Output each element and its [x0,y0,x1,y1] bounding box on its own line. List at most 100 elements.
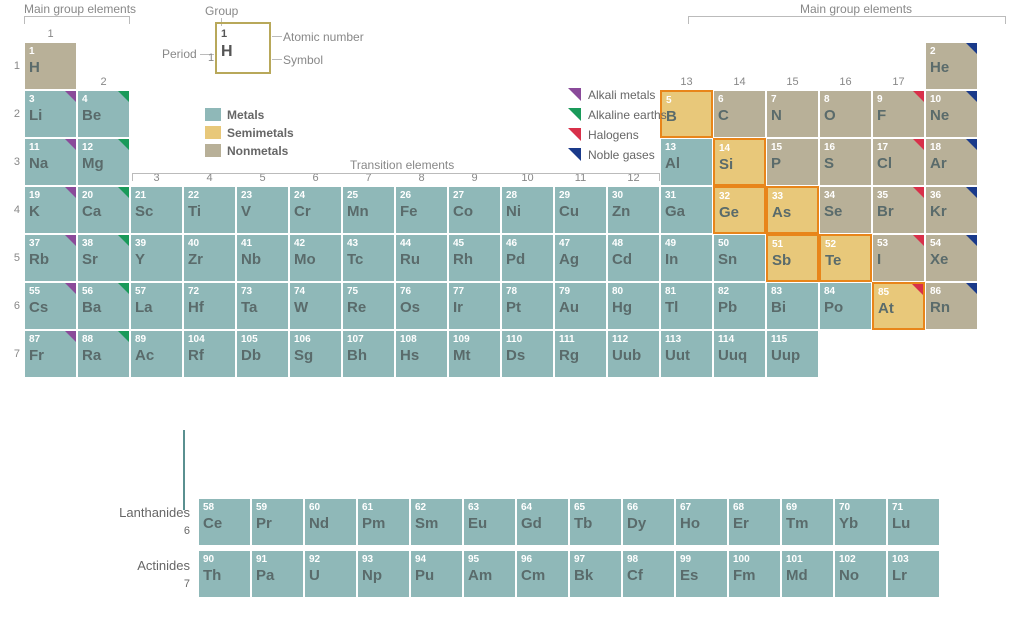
atomic-number: 96 [521,554,564,565]
element-cell: 103Lr [887,550,940,598]
element-cell: 75 Re [342,282,395,330]
element-cell: 55Cs [24,282,77,330]
atomic-number: 6 [718,94,761,105]
alkearth-marker-icon [118,331,129,342]
atomic-number: 13 [665,142,708,153]
element-cell: 35Br [872,186,925,234]
element-cell: 51Sb [766,234,819,282]
element-symbol: Rh [453,251,496,268]
element-symbol: Lu [892,515,935,532]
atomic-number: 105 [241,334,284,345]
element-symbol: Tb [574,515,617,532]
element-cell: 32Ge [713,186,766,234]
atomic-number: 64 [521,502,564,513]
element-symbol: Pu [415,567,458,584]
atomic-number: 101 [786,554,829,565]
halogen-marker-icon [913,235,924,246]
legend-metals-label: Metals [227,108,264,122]
group-number: 2 [77,76,130,88]
element-symbol: Hs [400,347,443,364]
halogen-marker-icon [913,139,924,150]
noble-marker-icon [966,91,977,102]
atomic-number: 70 [839,502,882,513]
main-group-left-label: Main group elements [24,2,136,16]
element-symbol: La [135,299,178,316]
atomic-number: 63 [468,502,511,513]
period-number: 2 [8,108,20,120]
atomic-number: 113 [665,334,708,345]
atomic-number: 32 [719,191,760,202]
element-symbol: Gd [521,515,564,532]
atomic-number: 90 [203,554,246,565]
atomic-number: 109 [453,334,496,345]
element-symbol: Tm [786,515,829,532]
atomic-number: 69 [786,502,829,513]
element-cell: 101Md [781,550,834,598]
noble-marker-icon [966,187,977,198]
atomic-number: 23 [241,190,284,201]
element-symbol: Lr [892,567,935,584]
period-number: 4 [8,204,20,216]
element-symbol: Ga [665,203,708,220]
atomic-number: 60 [309,502,352,513]
atomic-number: 75 [347,286,390,297]
transition-label: Transition elements [350,158,454,172]
atomic-number: 49 [665,238,708,249]
atomic-number: 46 [506,238,549,249]
element-cell: 104Rf [183,330,236,378]
element-cell: 27Co [448,186,501,234]
atomic-number: 5 [666,95,707,106]
transition-bracket [132,173,660,181]
atomic-number: 51 [772,239,813,250]
atomic-number: 100 [733,554,776,565]
legend-non-label: Nonmetals [227,144,288,158]
element-symbol: Na [29,155,72,172]
atomic-number: 65 [574,502,617,513]
element-cell: 5B [660,90,713,138]
element-cell: 11Na [24,138,77,186]
element-symbol: F [877,107,920,124]
element-symbol: Pm [362,515,405,532]
element-symbol: Al [665,155,708,172]
atomic-number: 33 [772,191,813,202]
atomic-number: 8 [824,94,867,105]
element-symbol: Rb [29,251,72,268]
atomic-number: 81 [665,286,708,297]
element-cell: 83Bi [766,282,819,330]
atomic-number: 108 [400,334,443,345]
symbol-label: Symbol [283,53,323,67]
element-cell: 40Zr [183,234,236,282]
element-symbol: Cl [877,155,920,172]
atomic-number: 24 [294,190,337,201]
group-number: 17 [872,76,925,88]
element-cell: 30Zn [607,186,660,234]
key-atomic-num: 1 [221,28,265,40]
group-number: 13 [660,76,713,88]
atomic-number: 50 [718,238,761,249]
halogen-marker-icon [913,187,924,198]
element-cell: 88Ra [77,330,130,378]
element-symbol: Ta [241,299,284,316]
element-cell: 42Mo [289,234,342,282]
legend-noble-icon [568,148,581,161]
legend-key-box: 1 H [215,22,271,74]
atomic-number: 83 [771,286,814,297]
atomic-number: 74 [294,286,337,297]
atomic-number: 111 [559,334,602,345]
element-symbol: P [771,155,814,172]
element-cell: 16S [819,138,872,186]
element-cell: 84Po [819,282,872,330]
atomic-number: 59 [256,502,299,513]
element-cell: 72Hf [183,282,236,330]
noble-marker-icon [966,43,977,54]
element-cell: 111Rg [554,330,607,378]
element-symbol: Ac [135,347,178,364]
atomic-number: 52 [825,239,866,250]
element-symbol: Hg [612,299,655,316]
legend-alkali-icon [568,88,581,101]
element-cell: 73Ta [236,282,289,330]
element-cell: 23V [236,186,289,234]
element-symbol: Uub [612,347,655,364]
atomic-number: 95 [468,554,511,565]
element-symbol: Re [347,299,390,316]
